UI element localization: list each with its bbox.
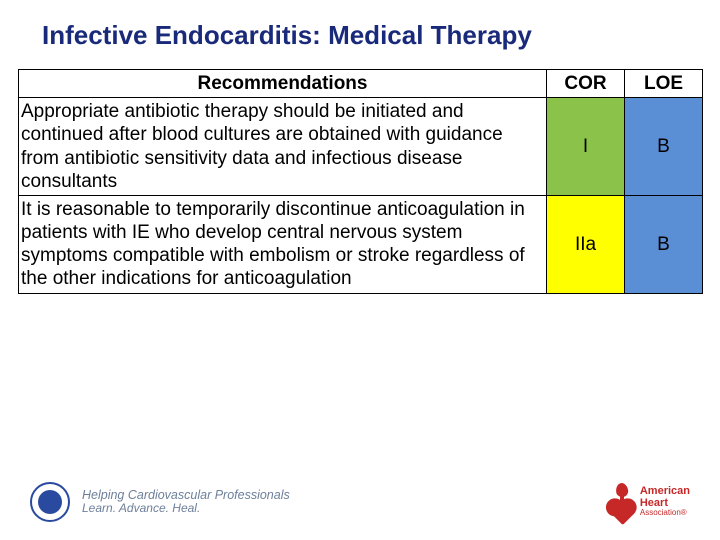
aha-line3: Association® xyxy=(640,509,690,517)
col-header-cor: COR xyxy=(547,70,625,98)
aha-torch-icon xyxy=(610,483,634,521)
col-header-loe: LOE xyxy=(625,70,703,98)
table-header-row: Recommendations COR LOE xyxy=(19,70,703,98)
footer: Helping Cardiovascular Professionals Lea… xyxy=(0,476,720,528)
col-header-recommendations: Recommendations xyxy=(19,70,547,98)
table-row: Appropriate antibiotic therapy should be… xyxy=(19,98,703,196)
slide: Infective Endocarditis: Medical Therapy … xyxy=(0,0,720,540)
acc-tagline: Helping Cardiovascular Professionals Lea… xyxy=(82,488,290,516)
acc-tagline-line2: Learn. Advance. Heal. xyxy=(82,502,290,516)
aha-logo-block: American Heart Association® xyxy=(610,483,690,521)
acc-tagline-line1: Helping Cardiovascular Professionals xyxy=(82,488,290,502)
loe-cell: B xyxy=(625,195,703,293)
loe-cell: B xyxy=(625,98,703,196)
rec-text: Appropriate antibiotic therapy should be… xyxy=(19,98,547,196)
cor-cell: I xyxy=(547,98,625,196)
page-title: Infective Endocarditis: Medical Therapy xyxy=(42,20,702,51)
recommendations-table: Recommendations COR LOE Appropriate anti… xyxy=(18,69,703,294)
rec-text: It is reasonable to temporarily disconti… xyxy=(19,195,547,293)
table-row: It is reasonable to temporarily disconti… xyxy=(19,195,703,293)
acc-logo-block: Helping Cardiovascular Professionals Lea… xyxy=(30,482,290,522)
aha-text: American Heart Association® xyxy=(640,486,690,517)
acc-seal-icon xyxy=(30,482,70,522)
cor-cell: IIa xyxy=(547,195,625,293)
